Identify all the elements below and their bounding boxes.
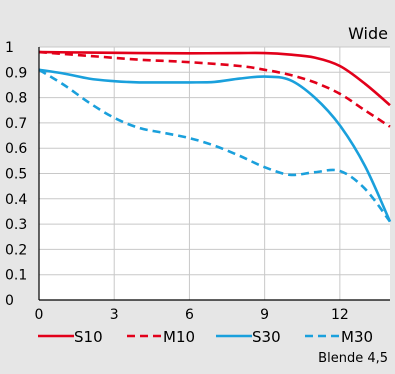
grid — [39, 46, 390, 300]
series-line-m10 — [38, 50, 391, 128]
legend: S10 M10 S30 M30 — [38, 328, 373, 346]
series-line-s30 — [38, 68, 392, 223]
y-tick-label: 0.7 — [5, 116, 27, 132]
y-tick-label: 0.5 — [5, 167, 27, 183]
y-tick-label: 0.9 — [5, 65, 27, 81]
y-tick-label: 0.6 — [5, 141, 27, 157]
y-tick-label: 0 — [5, 293, 14, 309]
y-tick-label: 0.1 — [5, 268, 27, 284]
y-tick-label: 0.3 — [5, 217, 27, 233]
y-tick-label: 0.8 — [5, 91, 27, 107]
chart-title: Wide — [348, 24, 388, 43]
series-lines — [38, 50, 392, 223]
series-line-m30 — [38, 68, 392, 223]
axes: 0 0.1 0.2 0.3 0.4 0.5 0.6 0.7 0.8 0.9 1 0 3 6 9 12 — [5, 40, 390, 323]
legend-label-s10: S10 — [74, 328, 103, 346]
y-tick-label: 1 — [5, 40, 14, 56]
series-line-s10 — [38, 50, 391, 107]
x-tick-label: 3 — [110, 307, 119, 323]
x-tick-label: 12 — [331, 307, 349, 323]
legend-label-m30: M30 — [341, 328, 373, 346]
x-tick-label: 9 — [260, 307, 269, 323]
aperture-note: Blende 4,5 — [318, 351, 388, 366]
y-tick-label: 0.2 — [5, 242, 27, 258]
y-tick-label: 0.4 — [5, 192, 27, 208]
legend-label-m10: M10 — [163, 328, 195, 346]
legend-label-s30: S30 — [252, 328, 281, 346]
x-tick-label: 0 — [35, 307, 44, 323]
x-tick-label: 6 — [185, 307, 194, 323]
